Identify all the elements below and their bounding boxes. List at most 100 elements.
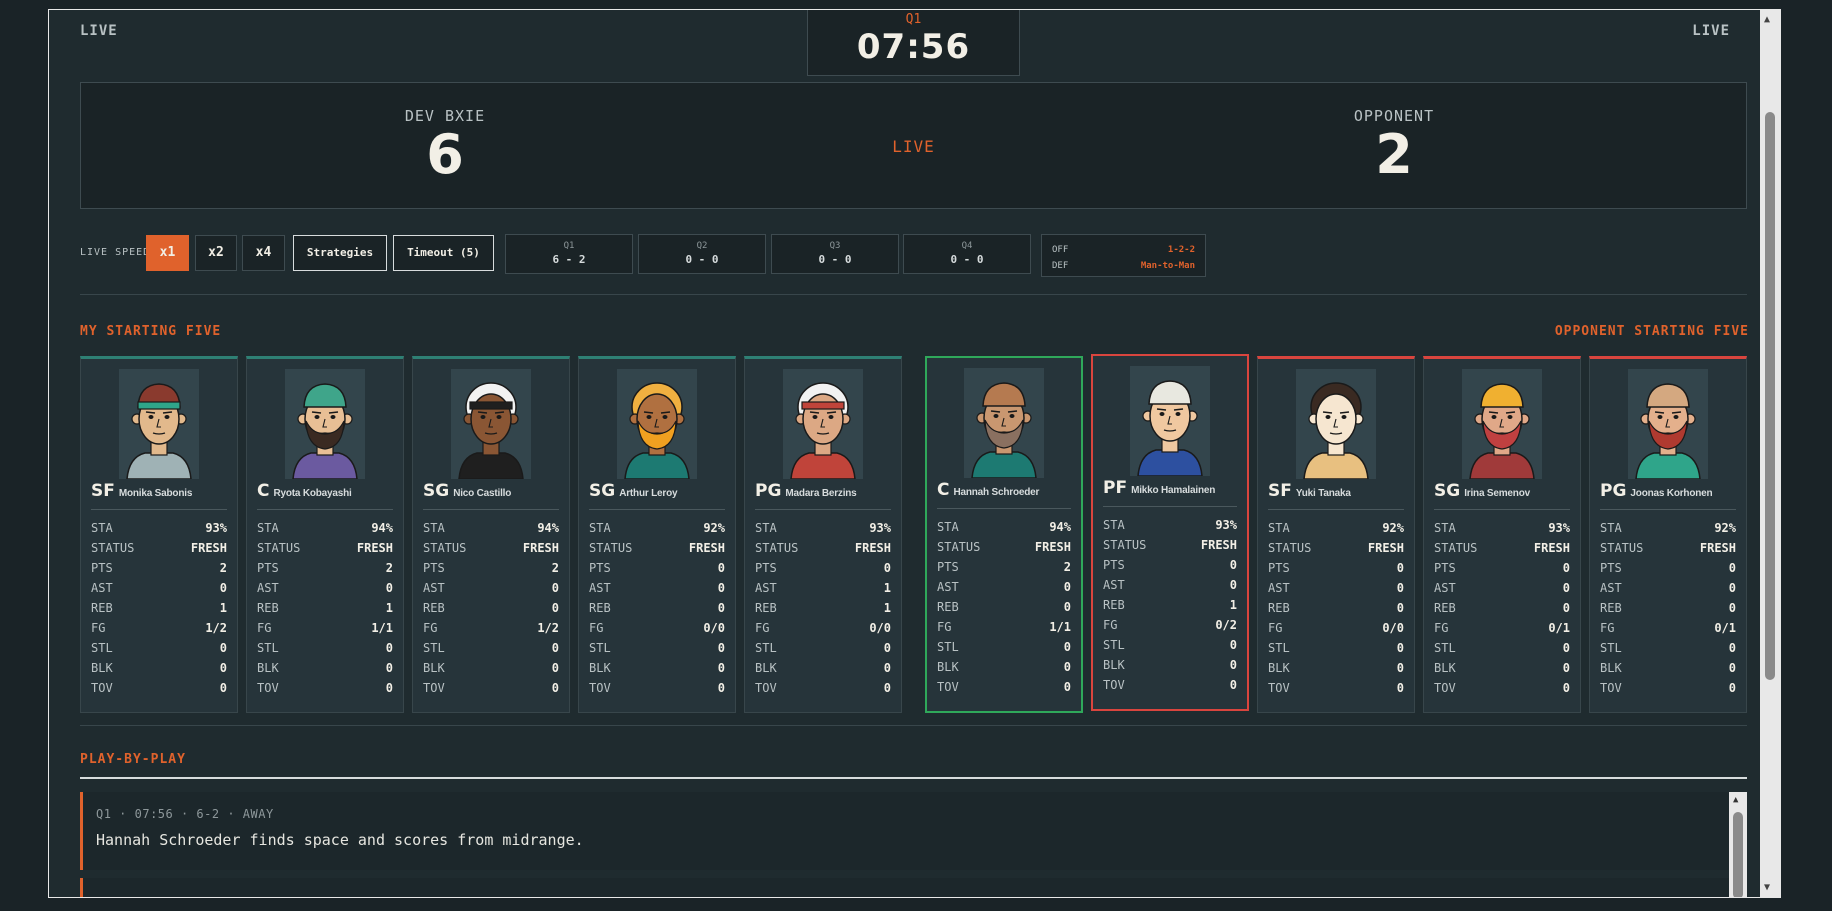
player-card[interactable]: C Ryota Kobayashi STA 94% STATUS FRESH PTS 2 AST… — [246, 356, 404, 713]
scroll-down-icon[interactable]: ▼ — [1764, 882, 1771, 893]
quarter-score-q2: Q2 0 - 0 — [638, 234, 766, 274]
stat-value: FRESH — [1533, 541, 1570, 555]
player-header: PG Joonas Korhonen — [1600, 481, 1736, 503]
stat-row: AST 0 — [589, 578, 725, 598]
stat-value: 0 — [1063, 580, 1071, 594]
stat-value: 1 — [219, 601, 227, 615]
player-avatar — [783, 369, 863, 479]
scrollbar-thumb[interactable] — [1733, 812, 1743, 897]
play-by-play-scrollbar[interactable]: ▲ — [1729, 792, 1747, 897]
stat-row: AST 0 — [1268, 578, 1404, 598]
player-card[interactable]: SG Arthur Leroy STA 92% STATUS FRESH PTS 0 AST 0 R… — [578, 356, 736, 713]
stat-row: FG 0/2 — [1103, 615, 1237, 635]
stat-row: STL 0 — [257, 638, 393, 658]
player-stats: STA 93% STATUS FRESH PTS 0 AST 0 REB 0 FG 0/1 STL 0 BL… — [1434, 509, 1570, 698]
stat-row: STL 0 — [91, 638, 227, 658]
player-avatar — [451, 369, 531, 479]
stat-row: REB 0 — [1434, 598, 1570, 618]
stat-label: STATUS — [755, 541, 799, 555]
stat-label: BLK — [589, 661, 611, 675]
player-avatar — [1462, 369, 1542, 479]
scrollbar-thumb[interactable] — [1765, 112, 1775, 680]
stat-row: AST 0 — [423, 578, 559, 598]
stat-label: FG — [755, 621, 770, 635]
player-position: SG — [589, 481, 616, 501]
stat-value: 92% — [703, 521, 725, 535]
speed-x2-button[interactable]: x2 — [195, 235, 237, 271]
stat-label: AST — [589, 581, 611, 595]
quarter-score: 0 - 0 — [685, 253, 719, 266]
stat-value: 2 — [219, 561, 227, 575]
player-card[interactable]: PG Joonas Korhonen STA 92% STATUS FRESH PTS 0 AS… — [1589, 356, 1747, 713]
stat-row: STA 92% — [1268, 518, 1404, 538]
opponent-starting-five-title: OPPONENT STARTING FIVE — [1554, 324, 1749, 339]
scroll-up-icon[interactable]: ▲ — [1764, 14, 1771, 25]
player-header: C Hannah Schroeder — [937, 480, 1071, 502]
home-team-name: DEV BXIE — [404, 107, 486, 125]
stat-row: FG 1/2 — [91, 618, 227, 638]
speed-x1-button[interactable]: x1 — [146, 235, 189, 271]
stat-value: 0 — [219, 661, 227, 675]
player-card[interactable]: PF Mikko Hamalainen STA 93% STATUS FRESH PTS 0 A… — [1091, 354, 1249, 711]
stat-value: 92% — [1382, 521, 1404, 535]
timeout-button[interactable]: Timeout (5) — [393, 235, 494, 271]
quarter-score-q1: Q1 6 - 2 — [505, 234, 633, 274]
stat-label: STATUS — [1434, 541, 1478, 555]
player-card[interactable]: SF Monika Sabonis STA 93% STATUS FRESH PTS 2 AST… — [80, 356, 238, 713]
player-avatar — [964, 368, 1044, 478]
stat-label: BLK — [1103, 658, 1125, 672]
stat-row: STL 0 — [1434, 638, 1570, 658]
stat-label: REB — [91, 601, 113, 615]
player-card[interactable]: C Hannah Schroeder STA 94% STATUS FRESH PTS 2 AS… — [925, 356, 1083, 713]
stat-label: REB — [423, 601, 445, 615]
scroll-up-icon[interactable]: ▲ — [1733, 795, 1739, 805]
player-card[interactable]: PG Madara Berzins STA 93% STATUS FRESH PTS 0 AST… — [744, 356, 902, 713]
stat-row: AST 0 — [1103, 575, 1237, 595]
stat-label: FG — [589, 621, 604, 635]
stat-value: 94% — [371, 521, 393, 535]
stat-row: REB 0 — [937, 597, 1071, 617]
stat-row: TOV 0 — [423, 678, 559, 698]
play-text: Hannah Schroeder finds space and scores … — [96, 831, 584, 849]
player-name: Mikko Hamalainen — [1131, 485, 1216, 496]
stat-value: 0 — [1562, 561, 1570, 575]
play-by-play-divider — [80, 777, 1747, 779]
stat-label: REB — [1268, 601, 1290, 615]
strategies-button[interactable]: Strategies — [293, 235, 387, 271]
player-header: SG Nico Castillo — [423, 481, 559, 503]
stat-label: PTS — [755, 561, 777, 575]
stat-row: STL 0 — [1103, 635, 1237, 655]
stat-value: 0 — [1063, 600, 1071, 614]
stat-value: 0 — [385, 661, 393, 675]
player-header: PF Mikko Hamalainen — [1103, 478, 1237, 500]
stat-label: STA — [91, 521, 113, 535]
player-card[interactable]: SG Irina Semenov STA 93% STATUS FRESH PTS 0 AST 0… — [1423, 356, 1581, 713]
stat-label: STATUS — [91, 541, 135, 555]
page-scrollbar[interactable]: ▲ ▼ — [1760, 10, 1780, 897]
stat-value: 1/1 — [371, 621, 393, 635]
stat-value: 0 — [1562, 581, 1570, 595]
clock-quarter: Q1 — [905, 12, 922, 27]
play-by-play-list[interactable]: Q1 · 07:56 · 6-2 · AWAY Hannah Schroeder… — [80, 792, 1732, 897]
stat-label: PTS — [589, 561, 611, 575]
stat-label: TOV — [1103, 678, 1125, 692]
stat-row: STATUS FRESH — [755, 538, 891, 558]
stat-label: PTS — [1600, 561, 1622, 575]
stat-value: 0 — [1728, 561, 1736, 575]
stat-label: AST — [1103, 578, 1125, 592]
player-card[interactable]: SF Yuki Tanaka STA 92% STATUS FRESH PTS 0 AST 0 RE… — [1257, 356, 1415, 713]
stat-row: BLK 0 — [91, 658, 227, 678]
stat-value: FRESH — [1034, 540, 1071, 554]
stat-value: FRESH — [688, 541, 725, 555]
stat-row: STA 94% — [257, 518, 393, 538]
player-position: SG — [423, 481, 450, 501]
speed-x4-button[interactable]: x4 — [242, 235, 285, 271]
player-card[interactable]: SG Nico Castillo STA 94% STATUS FRESH PTS 2 AST 0… — [412, 356, 570, 713]
stat-label: BLK — [1600, 661, 1622, 675]
stat-label: REB — [1103, 598, 1125, 612]
stat-row: PTS 2 — [423, 558, 559, 578]
player-avatar — [1296, 369, 1376, 479]
game-window: LIVE LIVE Q1 07:56 DEV BXIE 6 LIVE OPPON… — [48, 9, 1781, 898]
stat-row: FG 0/1 — [1434, 618, 1570, 638]
stat-label: STA — [1434, 521, 1456, 535]
